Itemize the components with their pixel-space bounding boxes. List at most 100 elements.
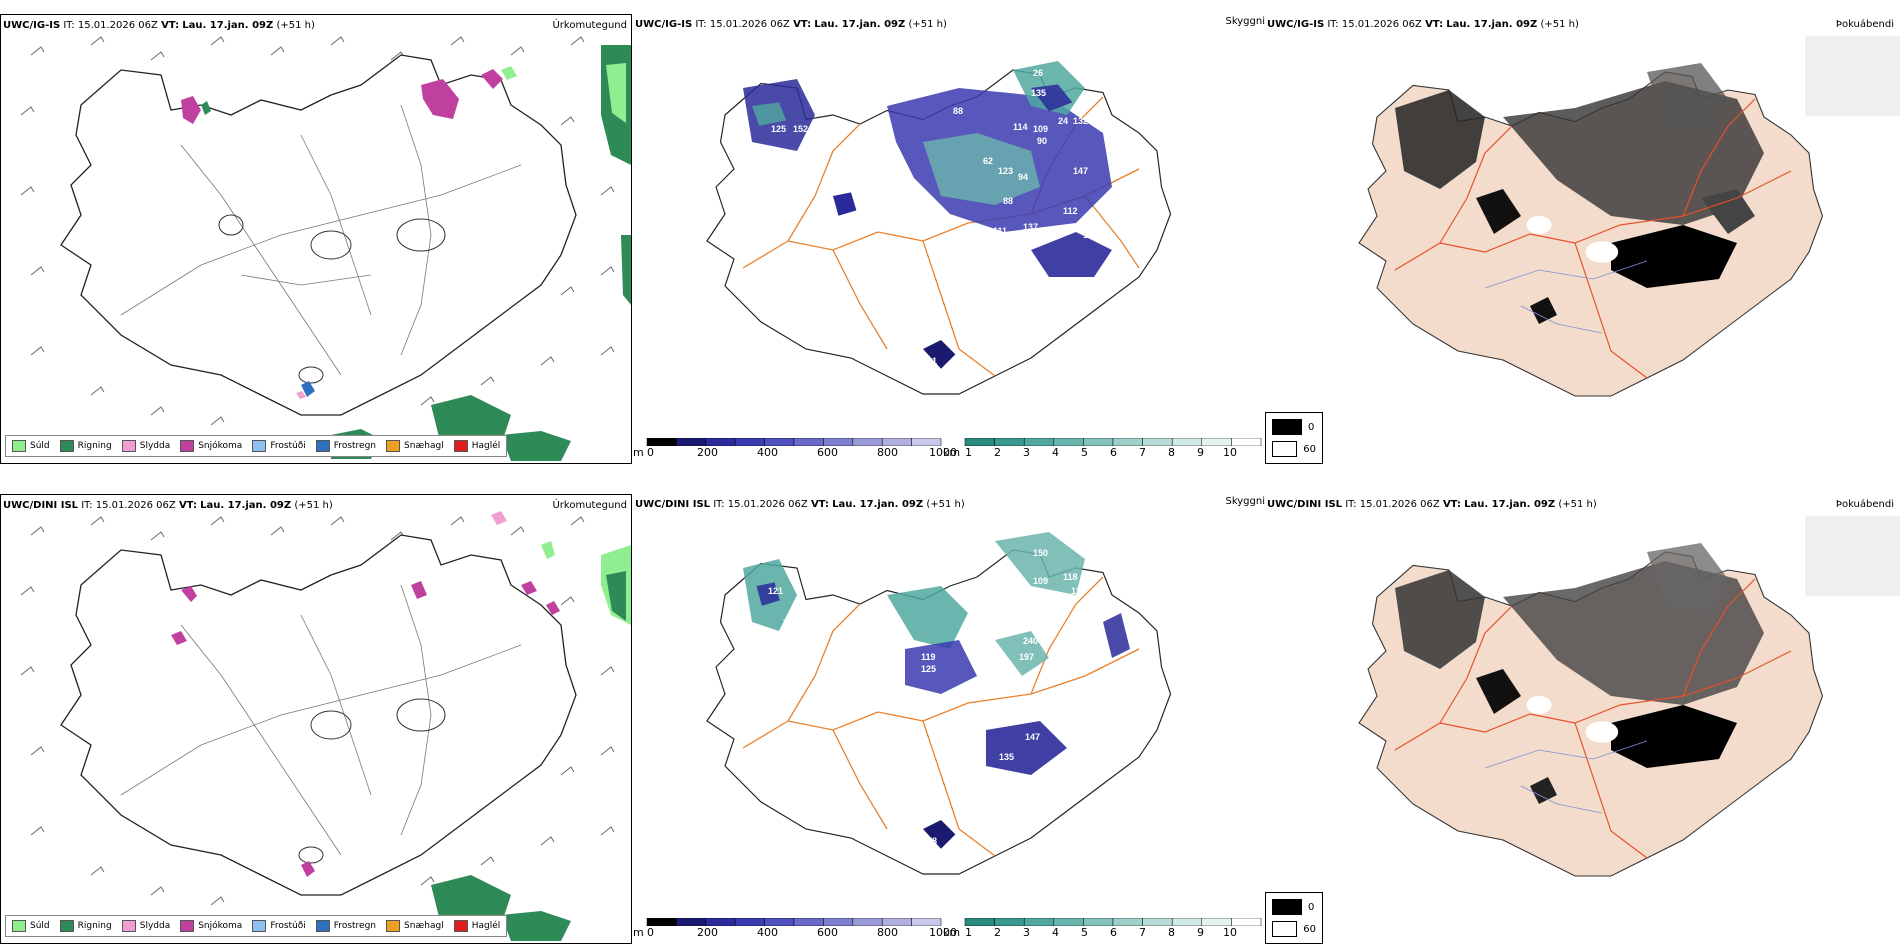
bottom-row: UWC/DINI ISL IT: 15.01.2026 06Z VT: Lau.… [0, 480, 1900, 950]
fog-legend-row: 60 [1272, 921, 1316, 937]
colorbar-segment [1201, 438, 1232, 446]
legend-swatch [59, 920, 74, 932]
cloud-label: 26 [1033, 68, 1043, 78]
height-tick: 800 [877, 446, 898, 459]
height-tick: 200 [697, 446, 718, 459]
legend-item: Frostregn [315, 440, 377, 452]
colorbar-segment [734, 438, 765, 446]
it-label: IT: [1345, 499, 1357, 510]
fog-swatch [1272, 921, 1298, 937]
legend-swatch [252, 920, 267, 932]
cloud-label: 152 [793, 124, 808, 134]
fog-map-bottom: UWC/DINI ISL IT: 15.01.2026 06Z VT: Lau.… [1265, 494, 1900, 944]
visibility-colorbar-top [964, 438, 1262, 446]
colorbar-segment [1023, 438, 1055, 446]
height-tick: 200 [697, 926, 718, 939]
colorbar-segment [881, 438, 912, 446]
cloud-label: 111 [993, 226, 1007, 236]
colorbar-segment [646, 918, 677, 926]
cloud-label: 240 [1023, 636, 1038, 646]
colorbar-segment [911, 438, 942, 446]
vis-tick: 1 [965, 926, 972, 939]
cloud-label: 88 [953, 106, 963, 116]
header-top-cloud: UWC/IG-IS IT: 15.01.2026 06Z VT: Lau. 17… [635, 19, 947, 30]
vis-tick: 2 [994, 926, 1001, 939]
fog-legend-label: 0 [1308, 421, 1315, 433]
vis-tick: 4 [1052, 446, 1059, 459]
legend-swatch [315, 920, 330, 932]
height-tick: 600 [817, 446, 838, 459]
fog-swatch [1272, 419, 1302, 435]
legend-swatch [386, 920, 401, 932]
fog-legend-bottom: 0 60 [1265, 892, 1323, 944]
precip-title-bottom: Úrkomutegund [552, 500, 627, 511]
vis-tick: 5 [1081, 446, 1088, 459]
colorbar-segment [823, 438, 854, 446]
legend-label: Frostregn [333, 441, 377, 451]
legend-swatch [12, 920, 26, 932]
cloud-label: 129 [1073, 618, 1088, 628]
it-value: 15.01.2026 06Z [1341, 19, 1422, 30]
vt-value: Lau. 17.jan. 09Z [1464, 499, 1556, 510]
cloud-map-bottom: UWC/DINI ISL IT: 15.01.2026 06Z VT: Lau.… [633, 494, 1265, 944]
cloud-label: 113 [1023, 288, 1038, 298]
cloud-label: 123 [998, 166, 1013, 176]
legend-label: Rigning [77, 441, 112, 451]
cloud-label: 121 [963, 236, 978, 246]
vt-label: VT: [810, 499, 829, 510]
vt-label: VT: [161, 20, 180, 31]
cloud-label: 135 [1031, 88, 1046, 98]
colorbar-segment [1083, 918, 1114, 926]
fog-map-top: UWC/IG-IS IT: 15.01.2026 06Z VT: Lau. 17… [1265, 14, 1900, 464]
cloud-label: 119 [921, 652, 936, 662]
it-value: 15.01.2026 06Z [1359, 499, 1440, 510]
vis-tick: 1 [965, 446, 972, 459]
legend-swatch [386, 440, 401, 452]
height-tick: 400 [757, 446, 778, 459]
legend-label: Haglél [471, 441, 501, 451]
cloud-label: 103 [1053, 282, 1068, 292]
vt-value: Lau. 17.jan. 09Z [182, 20, 274, 31]
fog-legend-top: 0 60 [1265, 412, 1323, 464]
cloud-label: 114 [1013, 122, 1028, 132]
precip-legend-bottom: Súld Rigning Slydda Snjókoma Frostúði Fr… [5, 915, 508, 937]
legend-swatch [12, 440, 26, 452]
colorbar-segment [823, 918, 854, 926]
colorbar-segment [1083, 438, 1114, 446]
colorbar-segment [734, 918, 765, 926]
cloud-label: 76 [783, 618, 793, 628]
cloud-label: 109 [1033, 576, 1048, 586]
fog-legend-label: 60 [1303, 443, 1316, 455]
height-unit-top: m [633, 446, 644, 459]
legend-item: Snjókoma [180, 440, 242, 452]
colorbar-segment [676, 438, 707, 446]
header-top-fog: UWC/IG-IS IT: 15.01.2026 06Z VT: Lau. 17… [1267, 19, 1579, 30]
colorbar-segment [1171, 918, 1203, 926]
it-label: IT: [713, 499, 725, 510]
fog-title-top: Þokuábendi [1835, 19, 1894, 30]
vis-tick: 10 [1223, 926, 1237, 939]
colorbar-segment [852, 438, 883, 446]
colorbar-segment [1023, 918, 1055, 926]
it-value: 15.01.2026 06Z [727, 499, 808, 510]
legend-label: Rigning [77, 921, 112, 931]
model-name: UWC/DINI ISL [3, 500, 79, 511]
legend-label: Frostúði [270, 921, 306, 931]
precip-map-canvas-top [20, 36, 631, 461]
legend-label: Snjókoma [198, 921, 243, 931]
colorbar-segment [852, 918, 883, 926]
colorbar-segment [1201, 918, 1232, 926]
vis-tick: 3 [1023, 446, 1030, 459]
cloud-label: 61 [927, 356, 937, 366]
colorbar-segment [1142, 918, 1173, 926]
legend-label: Frostúði [270, 441, 306, 451]
vt-label: VT: [178, 500, 197, 511]
vis-tick: 6 [1110, 446, 1117, 459]
height-tick: 0 [647, 926, 654, 939]
cloud-label: 197 [1019, 652, 1034, 662]
fog-legend-row: 60 [1272, 441, 1316, 457]
legend-item: Snjókoma [180, 920, 242, 932]
precip-map-canvas-bottom [20, 511, 631, 941]
fog-title-bottom: Þokuábendi [1835, 499, 1894, 510]
colorbar-segment [793, 438, 824, 446]
